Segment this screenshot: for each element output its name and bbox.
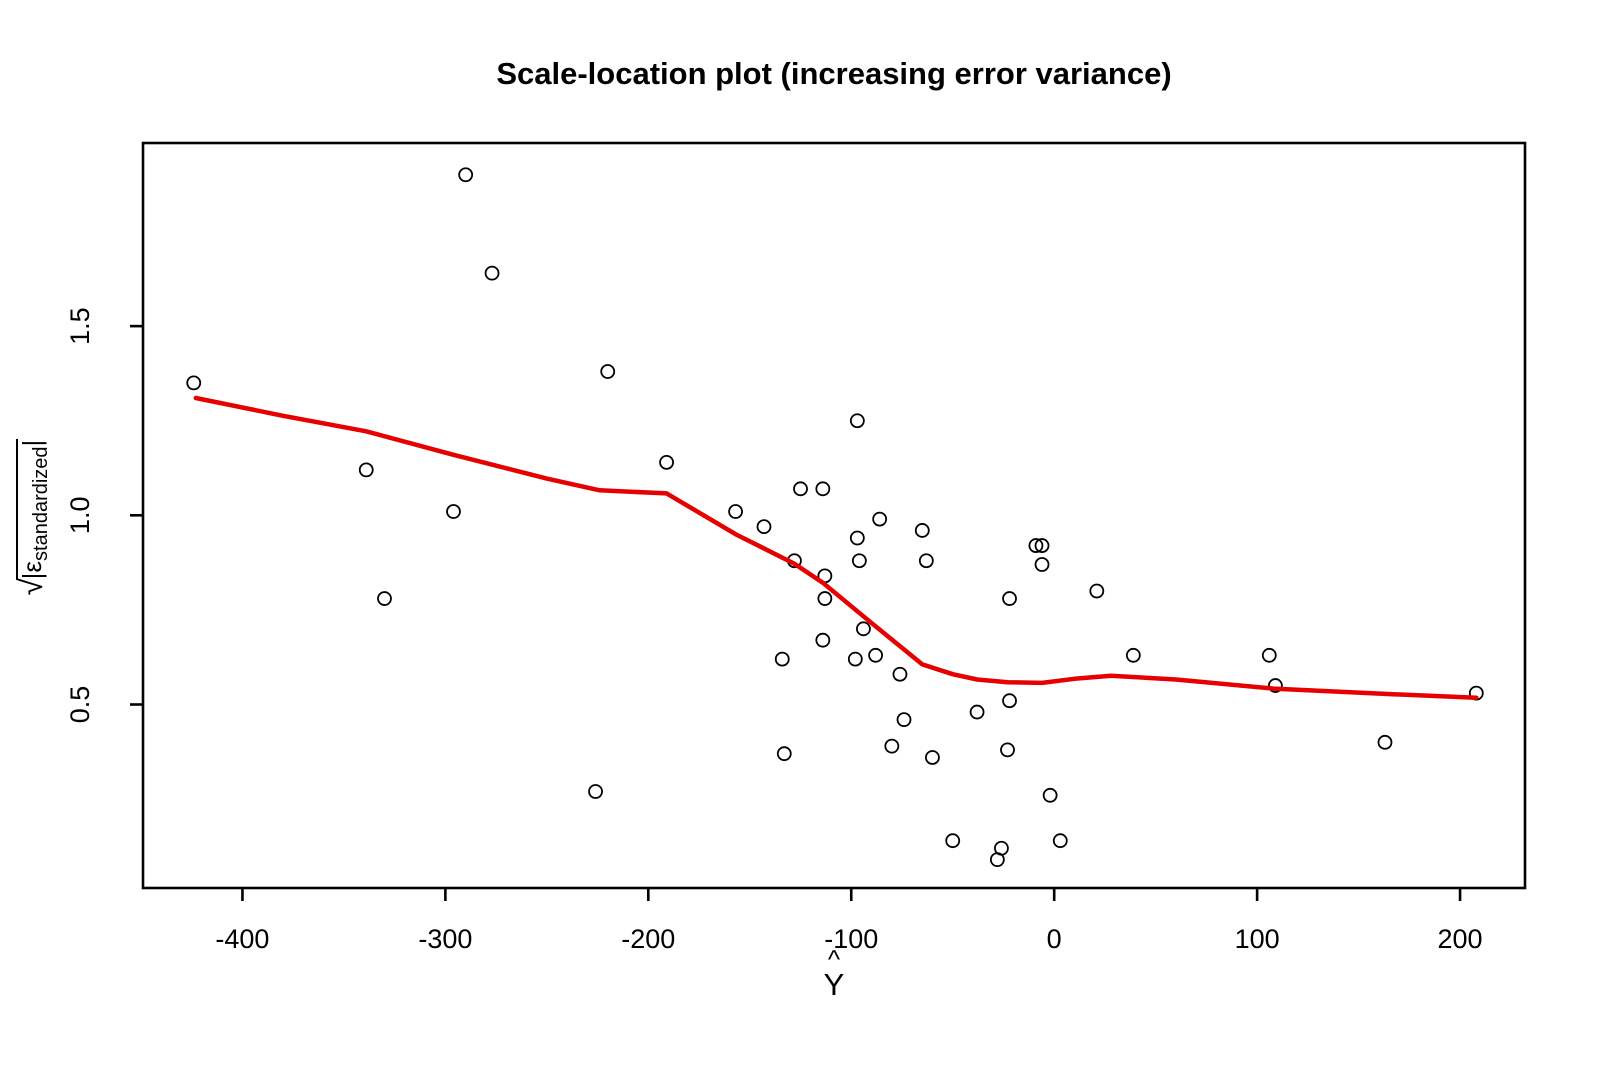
data-point xyxy=(1028,538,1044,553)
data-point xyxy=(817,591,833,606)
data-point xyxy=(868,647,884,663)
y-tick-label: 1.5 xyxy=(65,307,95,345)
data-point xyxy=(856,621,871,637)
x-tick-label: -300 xyxy=(418,924,472,954)
data-point xyxy=(847,651,863,667)
data-point xyxy=(849,530,865,546)
data-point xyxy=(446,504,461,519)
data-point xyxy=(458,167,474,183)
x-tick-label: -200 xyxy=(621,924,675,954)
y-label-close: | xyxy=(17,439,47,447)
data-point xyxy=(1052,833,1068,849)
x-tick-label: -100 xyxy=(824,924,878,954)
chart-title: Scale-location plot (increasing error va… xyxy=(496,56,1172,91)
x-label-hat: ^ xyxy=(827,944,841,974)
data-point xyxy=(659,454,674,470)
y-label-radical: √ xyxy=(14,578,49,596)
data-point xyxy=(851,553,867,569)
data-point xyxy=(969,704,985,720)
x-tick-label: 100 xyxy=(1235,924,1280,954)
data-point xyxy=(925,750,940,765)
data-point xyxy=(1267,678,1283,693)
y-label-radicand: |εstandardized| xyxy=(16,438,52,581)
data-point xyxy=(776,746,792,762)
data-point xyxy=(774,651,790,667)
data-point xyxy=(358,462,374,478)
data-point xyxy=(914,523,930,538)
plot-box xyxy=(141,141,1527,890)
data-point xyxy=(872,511,888,527)
data-point xyxy=(849,413,865,429)
y-label-subscript: standardized xyxy=(30,446,53,561)
data-point xyxy=(1002,693,1017,709)
data-point xyxy=(1125,647,1141,663)
data-point xyxy=(1034,557,1050,572)
data-point xyxy=(1377,734,1393,750)
data-point xyxy=(1002,591,1017,606)
data-point xyxy=(600,364,616,379)
data-point xyxy=(1089,583,1105,599)
data-point xyxy=(896,712,912,728)
x-label-base: Y xyxy=(823,967,845,1002)
data-point xyxy=(1000,742,1015,758)
x-tick-label: -400 xyxy=(215,924,269,954)
data-point xyxy=(484,265,500,281)
data-point xyxy=(793,481,808,497)
y-axis-label: √|εstandardized| xyxy=(13,392,52,642)
y-label-open: |ε xyxy=(17,560,47,580)
data-point xyxy=(945,833,961,849)
data-point xyxy=(377,591,392,606)
data-point xyxy=(1034,538,1050,553)
data-point xyxy=(884,738,900,754)
data-point xyxy=(756,519,772,535)
data-point xyxy=(1042,787,1058,803)
data-point xyxy=(728,504,743,519)
x-axis-label: ^ Y xyxy=(143,944,1525,1002)
x-tick-label: 200 xyxy=(1438,924,1483,954)
data-point xyxy=(815,632,831,648)
data-point xyxy=(994,840,1009,856)
data-point xyxy=(588,784,603,799)
lowess-smooth-line xyxy=(193,395,1479,700)
data-point xyxy=(1261,647,1277,663)
data-point xyxy=(186,375,202,391)
data-point xyxy=(892,666,908,682)
data-point xyxy=(815,481,831,497)
data-point xyxy=(918,553,934,569)
y-tick-label: 1.0 xyxy=(65,497,95,535)
x-tick-label: 0 xyxy=(1047,924,1062,954)
y-tick-label: 0.5 xyxy=(65,686,95,724)
